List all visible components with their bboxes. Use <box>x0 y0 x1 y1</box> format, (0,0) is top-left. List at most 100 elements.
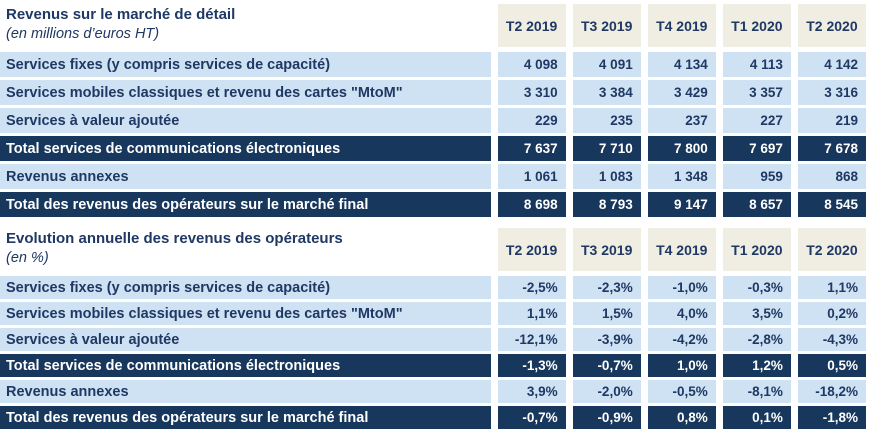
retail-revenue-table: Revenus sur le marché de détail (en mill… <box>0 4 866 220</box>
column-header-t4-2019: T4 2019 <box>640 228 716 276</box>
value-cell: 8 545 <box>790 192 866 220</box>
value-cell: 0,5% <box>790 354 866 380</box>
table-row: Services à valeur ajoutée -12,1% -3,9% -… <box>0 328 866 354</box>
value-cell: -4,2% <box>640 328 716 354</box>
value-cell: 0,1% <box>715 406 791 432</box>
value-cell: 227 <box>715 108 791 136</box>
value-cell: 235 <box>565 108 641 136</box>
value-cell: -2,8% <box>715 328 791 354</box>
row-label: Total des revenus des opérateurs sur le … <box>0 406 491 432</box>
column-header-t2-2019: T2 2019 <box>490 228 566 276</box>
value-cell: -4,3% <box>790 328 866 354</box>
value-cell: 868 <box>790 164 866 192</box>
value-cell: -1,3% <box>490 354 566 380</box>
column-header-t2-2019: T2 2019 <box>490 4 566 52</box>
table-row: Services à valeur ajoutée 229 235 237 22… <box>0 108 866 136</box>
table-row: Services fixes (y compris services de ca… <box>0 52 866 80</box>
column-header-t1-2020: T1 2020 <box>715 228 791 276</box>
column-header-t2-2020: T2 2020 <box>790 228 866 276</box>
value-cell: 3 357 <box>715 80 791 108</box>
value-cell: 1 083 <box>565 164 641 192</box>
value-cell: 1 061 <box>490 164 566 192</box>
value-cell: 9 147 <box>640 192 716 220</box>
value-cell: 3,5% <box>715 302 791 328</box>
table-row-total: Total des revenus des opérateurs sur le … <box>0 192 866 220</box>
value-cell: 3 310 <box>490 80 566 108</box>
table-title-cell: Evolution annuelle des revenus des opéra… <box>0 228 491 276</box>
value-cell: -0,5% <box>640 380 716 406</box>
value-cell: 1,1% <box>790 276 866 302</box>
value-cell: 219 <box>790 108 866 136</box>
value-cell: 3,9% <box>490 380 566 406</box>
table-row: Services fixes (y compris services de ca… <box>0 276 866 302</box>
table-title: Evolution annuelle des revenus des opéra… <box>6 230 343 247</box>
value-cell: 0,2% <box>790 302 866 328</box>
header-row: Revenus sur le marché de détail (en mill… <box>0 4 866 52</box>
row-label: Services mobiles classiques et revenu de… <box>0 80 491 108</box>
value-cell: 1,1% <box>490 302 566 328</box>
column-header-t1-2020: T1 2020 <box>715 4 791 52</box>
value-cell: -8,1% <box>715 380 791 406</box>
row-label: Total services de communications électro… <box>0 354 491 380</box>
value-cell: 3 316 <box>790 80 866 108</box>
value-cell: 4 098 <box>490 52 566 80</box>
value-cell: 4 134 <box>640 52 716 80</box>
value-cell: 7 697 <box>715 136 791 164</box>
table-row-total: Total services de communications électro… <box>0 354 866 380</box>
value-cell: 0,8% <box>640 406 716 432</box>
value-cell: -1,8% <box>790 406 866 432</box>
value-cell: 7 637 <box>490 136 566 164</box>
value-cell: -2,3% <box>565 276 641 302</box>
value-cell: 1 348 <box>640 164 716 192</box>
value-cell: 229 <box>490 108 566 136</box>
value-cell: 3 429 <box>640 80 716 108</box>
value-cell: -18,2% <box>790 380 866 406</box>
value-cell: -2,5% <box>490 276 566 302</box>
value-cell: -0,3% <box>715 276 791 302</box>
row-label: Services à valeur ajoutée <box>0 108 491 136</box>
value-cell: -12,1% <box>490 328 566 354</box>
value-cell: 959 <box>715 164 791 192</box>
column-header-t3-2019: T3 2019 <box>565 228 641 276</box>
row-label: Services fixes (y compris services de ca… <box>0 276 491 302</box>
annual-evolution-table: Evolution annuelle des revenus des opéra… <box>0 228 866 432</box>
column-header-t2-2020: T2 2020 <box>790 4 866 52</box>
value-cell: -0,7% <box>490 406 566 432</box>
table-subtitle: (en %) <box>6 250 49 266</box>
value-cell: 237 <box>640 108 716 136</box>
value-cell: 4 113 <box>715 52 791 80</box>
value-cell: 1,0% <box>640 354 716 380</box>
value-cell: 3 384 <box>565 80 641 108</box>
value-cell: 8 698 <box>490 192 566 220</box>
row-label: Revenus annexes <box>0 164 491 192</box>
header-row: Evolution annuelle des revenus des opéra… <box>0 228 866 276</box>
table-row: Services mobiles classiques et revenu de… <box>0 80 866 108</box>
value-cell: 7 678 <box>790 136 866 164</box>
row-label: Services fixes (y compris services de ca… <box>0 52 491 80</box>
value-cell: -0,7% <box>565 354 641 380</box>
value-cell: 8 657 <box>715 192 791 220</box>
row-label: Services à valeur ajoutée <box>0 328 491 354</box>
table-title-cell: Revenus sur le marché de détail (en mill… <box>0 4 491 52</box>
table-row-total: Total des revenus des opérateurs sur le … <box>0 406 866 432</box>
value-cell: 4 142 <box>790 52 866 80</box>
row-label: Services mobiles classiques et revenu de… <box>0 302 491 328</box>
value-cell: 7 710 <box>565 136 641 164</box>
table-title: Revenus sur le marché de détail <box>6 6 236 23</box>
value-cell: 8 793 <box>565 192 641 220</box>
column-header-t4-2019: T4 2019 <box>640 4 716 52</box>
value-cell: -3,9% <box>565 328 641 354</box>
table-row: Revenus annexes 3,9% -2,0% -0,5% -8,1% -… <box>0 380 866 406</box>
value-cell: -1,0% <box>640 276 716 302</box>
table-row: Services mobiles classiques et revenu de… <box>0 302 866 328</box>
row-label: Revenus annexes <box>0 380 491 406</box>
table-row: Revenus annexes 1 061 1 083 1 348 959 86… <box>0 164 866 192</box>
value-cell: -2,0% <box>565 380 641 406</box>
value-cell: 4,0% <box>640 302 716 328</box>
value-cell: 1,5% <box>565 302 641 328</box>
column-header-t3-2019: T3 2019 <box>565 4 641 52</box>
value-cell: 4 091 <box>565 52 641 80</box>
row-label: Total des revenus des opérateurs sur le … <box>0 192 491 220</box>
value-cell: 1,2% <box>715 354 791 380</box>
